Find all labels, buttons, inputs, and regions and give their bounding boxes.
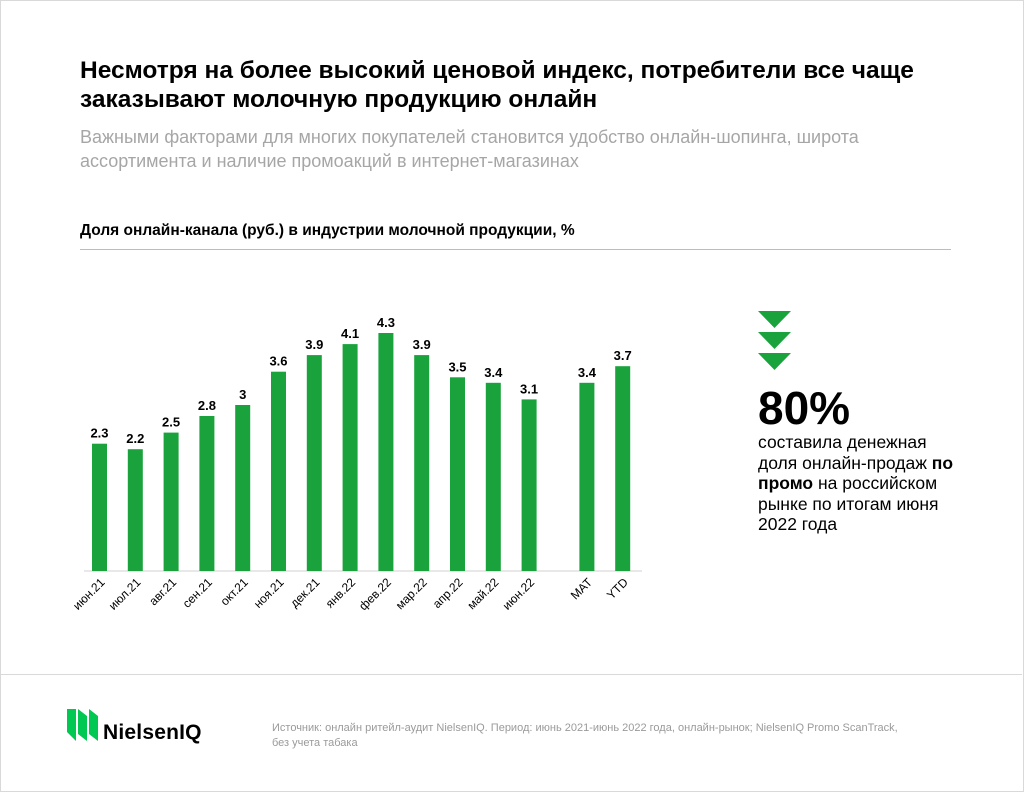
- data-label: 4.1: [341, 326, 359, 341]
- data-label: 2.2: [126, 431, 144, 446]
- bar-мар.22: [414, 355, 430, 571]
- x-tick-label: окт.21: [218, 575, 251, 608]
- footer-divider: [0, 674, 1022, 675]
- data-label: 3.9: [413, 337, 431, 352]
- bar-апр.22: [450, 377, 465, 571]
- callout-value: 80%: [758, 382, 851, 434]
- bar-ноя.21: [271, 371, 286, 571]
- chart-title-divider: [80, 249, 951, 250]
- x-tick-label: дек.21: [287, 575, 322, 610]
- callout-text-after: на российском рынке по итогам июня 2022 …: [758, 473, 939, 534]
- callout-text: составила денежная доля онлайн-продаж по…: [758, 432, 958, 535]
- chevron-3: [758, 353, 791, 370]
- data-label: 2.3: [90, 426, 108, 441]
- callout-text-bold: по промо: [758, 452, 954, 494]
- x-tick-label: июл.21: [106, 575, 144, 613]
- page-subtitle: Важными факторами для многих покупателей…: [80, 127, 859, 171]
- x-tick-label: YTD: [604, 575, 631, 602]
- chevron-down-icon: [758, 311, 791, 370]
- data-label: 2.8: [198, 398, 216, 413]
- chevron-1: [758, 311, 791, 328]
- bar-июн.22: [521, 399, 537, 571]
- data-label: 3.1: [520, 381, 538, 396]
- bar-май.22: [485, 382, 501, 571]
- data-label: 3.5: [448, 359, 466, 374]
- data-label: 3.6: [269, 354, 287, 369]
- x-tick-label: сен.21: [180, 575, 216, 611]
- chart-title: Доля онлайн-канала (руб.) в индустрии мо…: [80, 222, 575, 239]
- source-note: Источник: онлайн ритейл-аудит NielsenIQ.…: [272, 722, 898, 749]
- data-label: 3.9: [305, 337, 323, 352]
- bar-авг.21: [163, 432, 179, 571]
- data-label: 2.5: [162, 415, 180, 430]
- data-label: 3: [239, 387, 246, 402]
- x-tick-label: ноя.21: [251, 575, 287, 611]
- bar-фев.22: [378, 333, 394, 571]
- x-tick-label: июн.22: [500, 575, 538, 613]
- data-label: 3.4: [578, 365, 597, 380]
- callout-text-before: составила денежная доля онлайн-продаж: [758, 432, 932, 473]
- chevron-2: [758, 332, 791, 349]
- brand-name: NielsenIQ: [103, 721, 202, 744]
- nielseniq-logo-icon: [67, 709, 98, 741]
- x-tick-label: фев.22: [356, 575, 394, 613]
- x-tick-label: MAT: [568, 575, 596, 603]
- data-label: 3.4: [484, 365, 503, 380]
- data-label: 4.3: [377, 315, 395, 330]
- x-tick-label: июн.21: [70, 575, 108, 613]
- bar-июл.21: [127, 449, 143, 571]
- x-tick-label: май.22: [464, 575, 501, 612]
- x-tick-label: янв.22: [323, 575, 359, 611]
- bar-июн.21: [92, 443, 107, 571]
- bar-окт.21: [235, 405, 251, 571]
- page-title: Несмотря на более высокий ценовой индекс…: [80, 57, 914, 113]
- bar-MAT: [579, 382, 595, 571]
- data-label: 3.7: [614, 348, 632, 363]
- bar-chart: 2.3 июн.21 2.2 июл.21 2.5 авг.21 2.8 сен.21 3 окт…: [70, 315, 642, 613]
- bar-сен.21: [199, 416, 215, 571]
- bar-дек.21: [306, 355, 322, 571]
- bar-янв.22: [342, 344, 358, 571]
- x-tick-label: апр.22: [430, 575, 466, 611]
- bar-YTD: [615, 366, 631, 571]
- x-tick-label: мар.22: [393, 575, 430, 612]
- x-tick-label: авг.21: [146, 575, 179, 608]
